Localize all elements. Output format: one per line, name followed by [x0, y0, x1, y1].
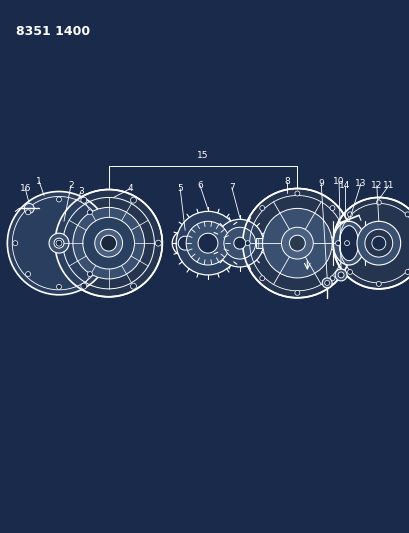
- Circle shape: [329, 276, 334, 281]
- Circle shape: [242, 189, 351, 298]
- Circle shape: [334, 269, 346, 281]
- Circle shape: [344, 241, 348, 246]
- Circle shape: [100, 241, 105, 246]
- Ellipse shape: [339, 225, 358, 261]
- Text: 13: 13: [354, 179, 366, 188]
- Circle shape: [375, 281, 380, 286]
- Circle shape: [55, 190, 162, 297]
- Circle shape: [172, 230, 198, 256]
- Text: 4: 4: [127, 184, 133, 193]
- Circle shape: [130, 197, 136, 203]
- Circle shape: [356, 221, 400, 265]
- Bar: [255, 238, 284, 248]
- Circle shape: [24, 204, 34, 213]
- Circle shape: [54, 238, 64, 248]
- Text: 7: 7: [228, 183, 234, 192]
- Text: 10: 10: [333, 177, 344, 186]
- Text: 9: 9: [317, 179, 323, 188]
- Text: 14: 14: [339, 181, 350, 190]
- Circle shape: [329, 206, 334, 211]
- Circle shape: [155, 240, 161, 246]
- Circle shape: [245, 241, 249, 246]
- Circle shape: [13, 241, 18, 246]
- Circle shape: [337, 272, 343, 278]
- Circle shape: [333, 197, 409, 289]
- Circle shape: [81, 197, 87, 203]
- Circle shape: [7, 191, 110, 295]
- Text: 15: 15: [197, 151, 208, 160]
- Circle shape: [25, 272, 31, 277]
- Circle shape: [130, 283, 136, 289]
- Circle shape: [294, 191, 299, 196]
- Circle shape: [324, 280, 329, 285]
- Circle shape: [289, 235, 305, 251]
- Circle shape: [223, 227, 255, 259]
- Circle shape: [49, 233, 69, 253]
- Text: 6: 6: [197, 181, 202, 190]
- Text: 11: 11: [382, 181, 393, 190]
- Circle shape: [347, 212, 352, 217]
- Circle shape: [198, 233, 217, 253]
- Circle shape: [262, 208, 331, 278]
- Bar: [317, 237, 343, 249]
- Circle shape: [56, 197, 61, 202]
- Circle shape: [94, 229, 122, 257]
- Circle shape: [216, 219, 263, 267]
- Circle shape: [178, 236, 192, 250]
- Circle shape: [83, 217, 134, 269]
- Circle shape: [371, 236, 385, 250]
- Circle shape: [25, 210, 31, 215]
- Circle shape: [364, 229, 392, 257]
- Circle shape: [321, 278, 331, 288]
- Circle shape: [404, 270, 409, 274]
- Text: 5: 5: [177, 184, 182, 193]
- Text: 2: 2: [68, 181, 74, 190]
- Circle shape: [176, 212, 239, 275]
- Circle shape: [81, 283, 87, 289]
- Circle shape: [335, 241, 340, 246]
- Circle shape: [87, 210, 92, 215]
- Text: 8: 8: [284, 177, 290, 186]
- Circle shape: [56, 285, 61, 289]
- Circle shape: [87, 272, 92, 277]
- Circle shape: [101, 235, 116, 251]
- Circle shape: [73, 207, 144, 279]
- Text: 12: 12: [370, 181, 382, 190]
- Circle shape: [56, 240, 62, 246]
- Circle shape: [259, 276, 264, 281]
- Circle shape: [404, 212, 409, 217]
- Circle shape: [281, 227, 312, 259]
- Circle shape: [294, 290, 299, 295]
- Circle shape: [347, 270, 352, 274]
- Circle shape: [233, 237, 245, 249]
- Text: 3: 3: [78, 187, 83, 196]
- Circle shape: [375, 200, 380, 205]
- Text: 16: 16: [20, 184, 31, 193]
- Text: 8351 1400: 8351 1400: [16, 25, 90, 38]
- Text: 1: 1: [36, 177, 42, 186]
- Circle shape: [186, 221, 229, 265]
- Circle shape: [259, 206, 264, 211]
- Ellipse shape: [333, 221, 364, 265]
